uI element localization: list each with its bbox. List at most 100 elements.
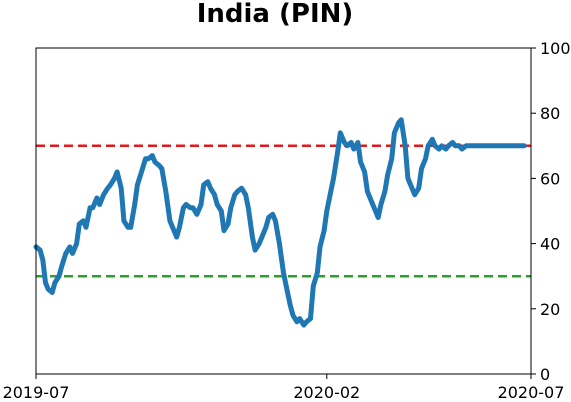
y-tick-label: 60 [540, 169, 560, 188]
data-point [393, 132, 395, 134]
data-point [207, 181, 209, 183]
data-point [120, 187, 122, 189]
data-point [357, 142, 359, 144]
x-axis: 2019-07 2020-02 2020-07 [3, 374, 565, 402]
y-tick-label: 20 [540, 300, 560, 319]
data-point [116, 171, 118, 173]
data-point [310, 318, 312, 320]
data-point [230, 207, 232, 209]
data-point [185, 203, 187, 205]
data-point [489, 145, 491, 147]
data-point [169, 220, 171, 222]
data-point [411, 187, 413, 189]
data-point [360, 161, 362, 163]
data-point [384, 190, 386, 192]
data-point [158, 164, 160, 166]
data-point [330, 190, 332, 192]
data-point [445, 148, 447, 150]
data-point [519, 145, 521, 147]
data-point [391, 158, 393, 160]
data-point [96, 197, 98, 199]
data-point [510, 145, 512, 147]
data-point [285, 285, 287, 287]
data-point [339, 132, 341, 134]
data-point [414, 194, 416, 196]
data-point [400, 119, 402, 121]
data-point [58, 275, 60, 277]
data-point [496, 145, 498, 147]
data-point [483, 145, 485, 147]
data-point [61, 265, 63, 267]
data-point [241, 187, 243, 189]
data-point [333, 177, 335, 179]
data-point [461, 148, 463, 150]
data-point [312, 285, 314, 287]
data-point [283, 272, 284, 274]
data-point [72, 252, 74, 254]
data-point [78, 223, 80, 225]
data-point [254, 249, 256, 251]
data-point [425, 158, 427, 160]
data-point [448, 145, 449, 147]
data-point [89, 207, 91, 209]
data-point [296, 321, 298, 323]
data-point [251, 236, 253, 238]
x-tick-label: 2020-02 [293, 383, 360, 402]
data-point [47, 288, 49, 290]
data-point [343, 142, 345, 144]
data-point [316, 272, 318, 274]
data-point [516, 145, 518, 147]
data-point [176, 236, 178, 238]
data-point [265, 226, 267, 228]
data-point [404, 145, 406, 147]
data-point [223, 230, 225, 232]
plot-area-frame [35, 47, 532, 375]
data-point [192, 207, 194, 209]
data-point [377, 217, 379, 219]
data-point [178, 226, 180, 228]
data-point [272, 213, 274, 215]
data-point [337, 151, 339, 153]
data-point [258, 243, 260, 245]
data-point [109, 184, 111, 186]
data-point [397, 122, 399, 124]
data-point [441, 145, 443, 147]
data-point [431, 138, 433, 140]
data-point [346, 145, 348, 147]
data-point [145, 158, 147, 160]
y-axis: 0 20 40 60 80 100 [531, 39, 571, 384]
chart-title: India (PIN) [197, 0, 354, 29]
data-point [220, 210, 222, 212]
data-point [427, 145, 429, 147]
data-point [127, 226, 129, 228]
data-point [458, 145, 460, 147]
data-point [261, 236, 263, 238]
data-point [154, 161, 156, 163]
data-point [134, 203, 136, 205]
x-tick-label: 2020-07 [498, 383, 565, 402]
data-point [472, 145, 474, 147]
data-point [51, 292, 53, 293]
data-point [247, 207, 249, 209]
data-point [245, 194, 247, 196]
data-point [161, 168, 163, 170]
data-point [503, 145, 505, 147]
y-tick-label: 40 [540, 235, 560, 254]
data-point [140, 171, 142, 173]
data-point [69, 246, 71, 248]
data-point [203, 184, 205, 186]
data-point [476, 145, 478, 147]
data-point [407, 177, 409, 179]
data-point [350, 142, 352, 144]
data-point [76, 243, 78, 245]
data-point [418, 187, 420, 189]
data-point [305, 321, 307, 323]
data-point [216, 203, 218, 205]
data-point [92, 207, 94, 209]
data-point [370, 200, 372, 202]
data-point [353, 148, 355, 150]
data-point [237, 190, 239, 192]
data-point [292, 314, 294, 316]
data-point [214, 194, 216, 196]
data-point [364, 171, 366, 173]
